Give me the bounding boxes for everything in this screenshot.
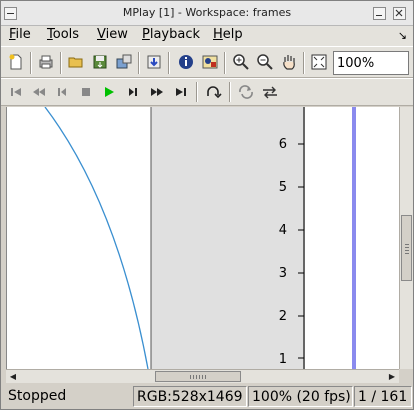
- stop-button[interactable]: [75, 81, 97, 103]
- import-icon: [147, 55, 161, 69]
- play-icon: [105, 87, 114, 97]
- menu-tools[interactable]: Tools: [47, 27, 80, 42]
- ping-pong-button[interactable]: [259, 81, 281, 103]
- vertical-scroll-thumb[interactable]: [401, 215, 412, 281]
- fit-window-icon: [311, 54, 327, 70]
- new-icon: [9, 54, 22, 70]
- main-toolbar: [1, 46, 413, 78]
- toolbar-separator: [224, 52, 226, 74]
- play-button[interactable]: [98, 81, 120, 103]
- y-tick-label: 1: [279, 352, 287, 367]
- go-to-end-icon: [176, 88, 186, 96]
- minimize-icon: [376, 15, 382, 16]
- frame-counter: 1 / 161: [354, 386, 412, 407]
- image-info-icon: [202, 55, 218, 69]
- whats-this-icon[interactable]: ↘: [397, 29, 407, 42]
- step-forward-icon: [129, 88, 137, 96]
- toolbar-separator: [138, 52, 140, 74]
- highlight-bar: [352, 107, 356, 369]
- menu-bar: File Tools View Playback Help ↘: [1, 26, 413, 46]
- open-icon: [68, 57, 83, 68]
- pan-button[interactable]: [278, 51, 300, 73]
- menu-playback[interactable]: Playback: [142, 27, 201, 42]
- y-tick-label: 6: [279, 137, 287, 152]
- toolbar-separator: [303, 52, 305, 74]
- stop-icon: [82, 88, 90, 96]
- window-menu-button[interactable]: [4, 7, 17, 20]
- close-button[interactable]: [393, 7, 406, 20]
- y-tick-label: 3: [279, 266, 287, 281]
- zoom-in-icon: [233, 54, 249, 70]
- step-back-button[interactable]: [51, 81, 73, 103]
- close-icon: [395, 9, 403, 17]
- playback-toolbar: [1, 78, 413, 106]
- toolbar-separator: [60, 52, 62, 74]
- ping-pong-icon: [263, 86, 277, 99]
- step-forward-fast-icon: [151, 88, 163, 96]
- zoom-input[interactable]: [333, 51, 409, 75]
- toolbar-separator: [229, 82, 231, 102]
- y-tick-label: 5: [279, 180, 287, 195]
- new-button[interactable]: [5, 51, 27, 73]
- image-resolution: RGB:528x1469: [133, 386, 247, 407]
- print-button[interactable]: [35, 51, 57, 73]
- step-forward-button[interactable]: [122, 81, 144, 103]
- horizontal-scroll-thumb[interactable]: [155, 371, 241, 382]
- pan-hand-icon: [283, 55, 295, 70]
- toolbar-separator: [30, 52, 32, 74]
- toolbar-separator: [196, 82, 198, 102]
- save-button[interactable]: [89, 51, 111, 73]
- zoom-out-icon: [257, 54, 273, 70]
- status-bar: Stopped RGB:528x1469 100% (20 fps) 1 / 1…: [1, 384, 413, 409]
- toolbar-separator: [168, 52, 170, 74]
- info-button[interactable]: [175, 51, 197, 73]
- import-button[interactable]: [143, 51, 165, 73]
- export-button[interactable]: [113, 51, 135, 73]
- menu-help[interactable]: Help: [213, 27, 243, 42]
- menu-view[interactable]: View: [97, 27, 128, 42]
- zoom-in-button[interactable]: [230, 51, 252, 73]
- loop-once-button[interactable]: [203, 81, 225, 103]
- y-tick-label: 2: [279, 309, 287, 324]
- open-button[interactable]: [65, 51, 87, 73]
- title-bar[interactable]: MPlay [1] - Workspace: frames: [1, 1, 413, 26]
- window-title: MPlay [1] - Workspace: frames: [122, 6, 292, 19]
- y-tick-label: 4: [279, 223, 287, 238]
- step-back-fast-button[interactable]: [28, 81, 50, 103]
- step-back-icon: [58, 88, 66, 96]
- loop-button[interactable]: [235, 81, 257, 103]
- playback-state: Stopped: [8, 388, 67, 404]
- zoom-out-button[interactable]: [254, 51, 276, 73]
- go-to-start-button[interactable]: [5, 81, 27, 103]
- save-icon: [93, 55, 107, 69]
- scroll-left-arrow-icon[interactable]: ◀: [9, 372, 17, 381]
- info-icon: [179, 55, 193, 69]
- menu-file[interactable]: File: [9, 27, 31, 42]
- minimize-button[interactable]: [373, 7, 386, 20]
- export-icon: [116, 54, 132, 69]
- image-viewport[interactable]: 6 5 4 3 2 1: [6, 107, 399, 369]
- vertical-scrollbar[interactable]: [399, 107, 413, 369]
- zoom-fps: 100% (20 fps): [248, 386, 353, 407]
- step-forward-fast-button[interactable]: [146, 81, 168, 103]
- plot-curve: [44, 107, 149, 369]
- fit-window-button[interactable]: [308, 51, 330, 73]
- loop-once-icon: [207, 86, 222, 99]
- frame-image: 6 5 4 3 2 1: [7, 107, 399, 369]
- go-to-end-button[interactable]: [170, 81, 192, 103]
- go-to-start-icon: [11, 88, 21, 96]
- horizontal-scrollbar[interactable]: ◀ ▶: [6, 369, 413, 383]
- scroll-right-arrow-icon[interactable]: ▶: [388, 372, 396, 381]
- loop-icon: [239, 85, 253, 99]
- y-axis-ticks: 6 5 4 3 2 1: [279, 137, 304, 367]
- window-menu-icon: [7, 13, 14, 14]
- image-info-button[interactable]: [199, 51, 221, 73]
- step-back-fast-icon: [33, 88, 45, 96]
- print-icon: [39, 55, 53, 69]
- scroll-corner: [399, 369, 413, 383]
